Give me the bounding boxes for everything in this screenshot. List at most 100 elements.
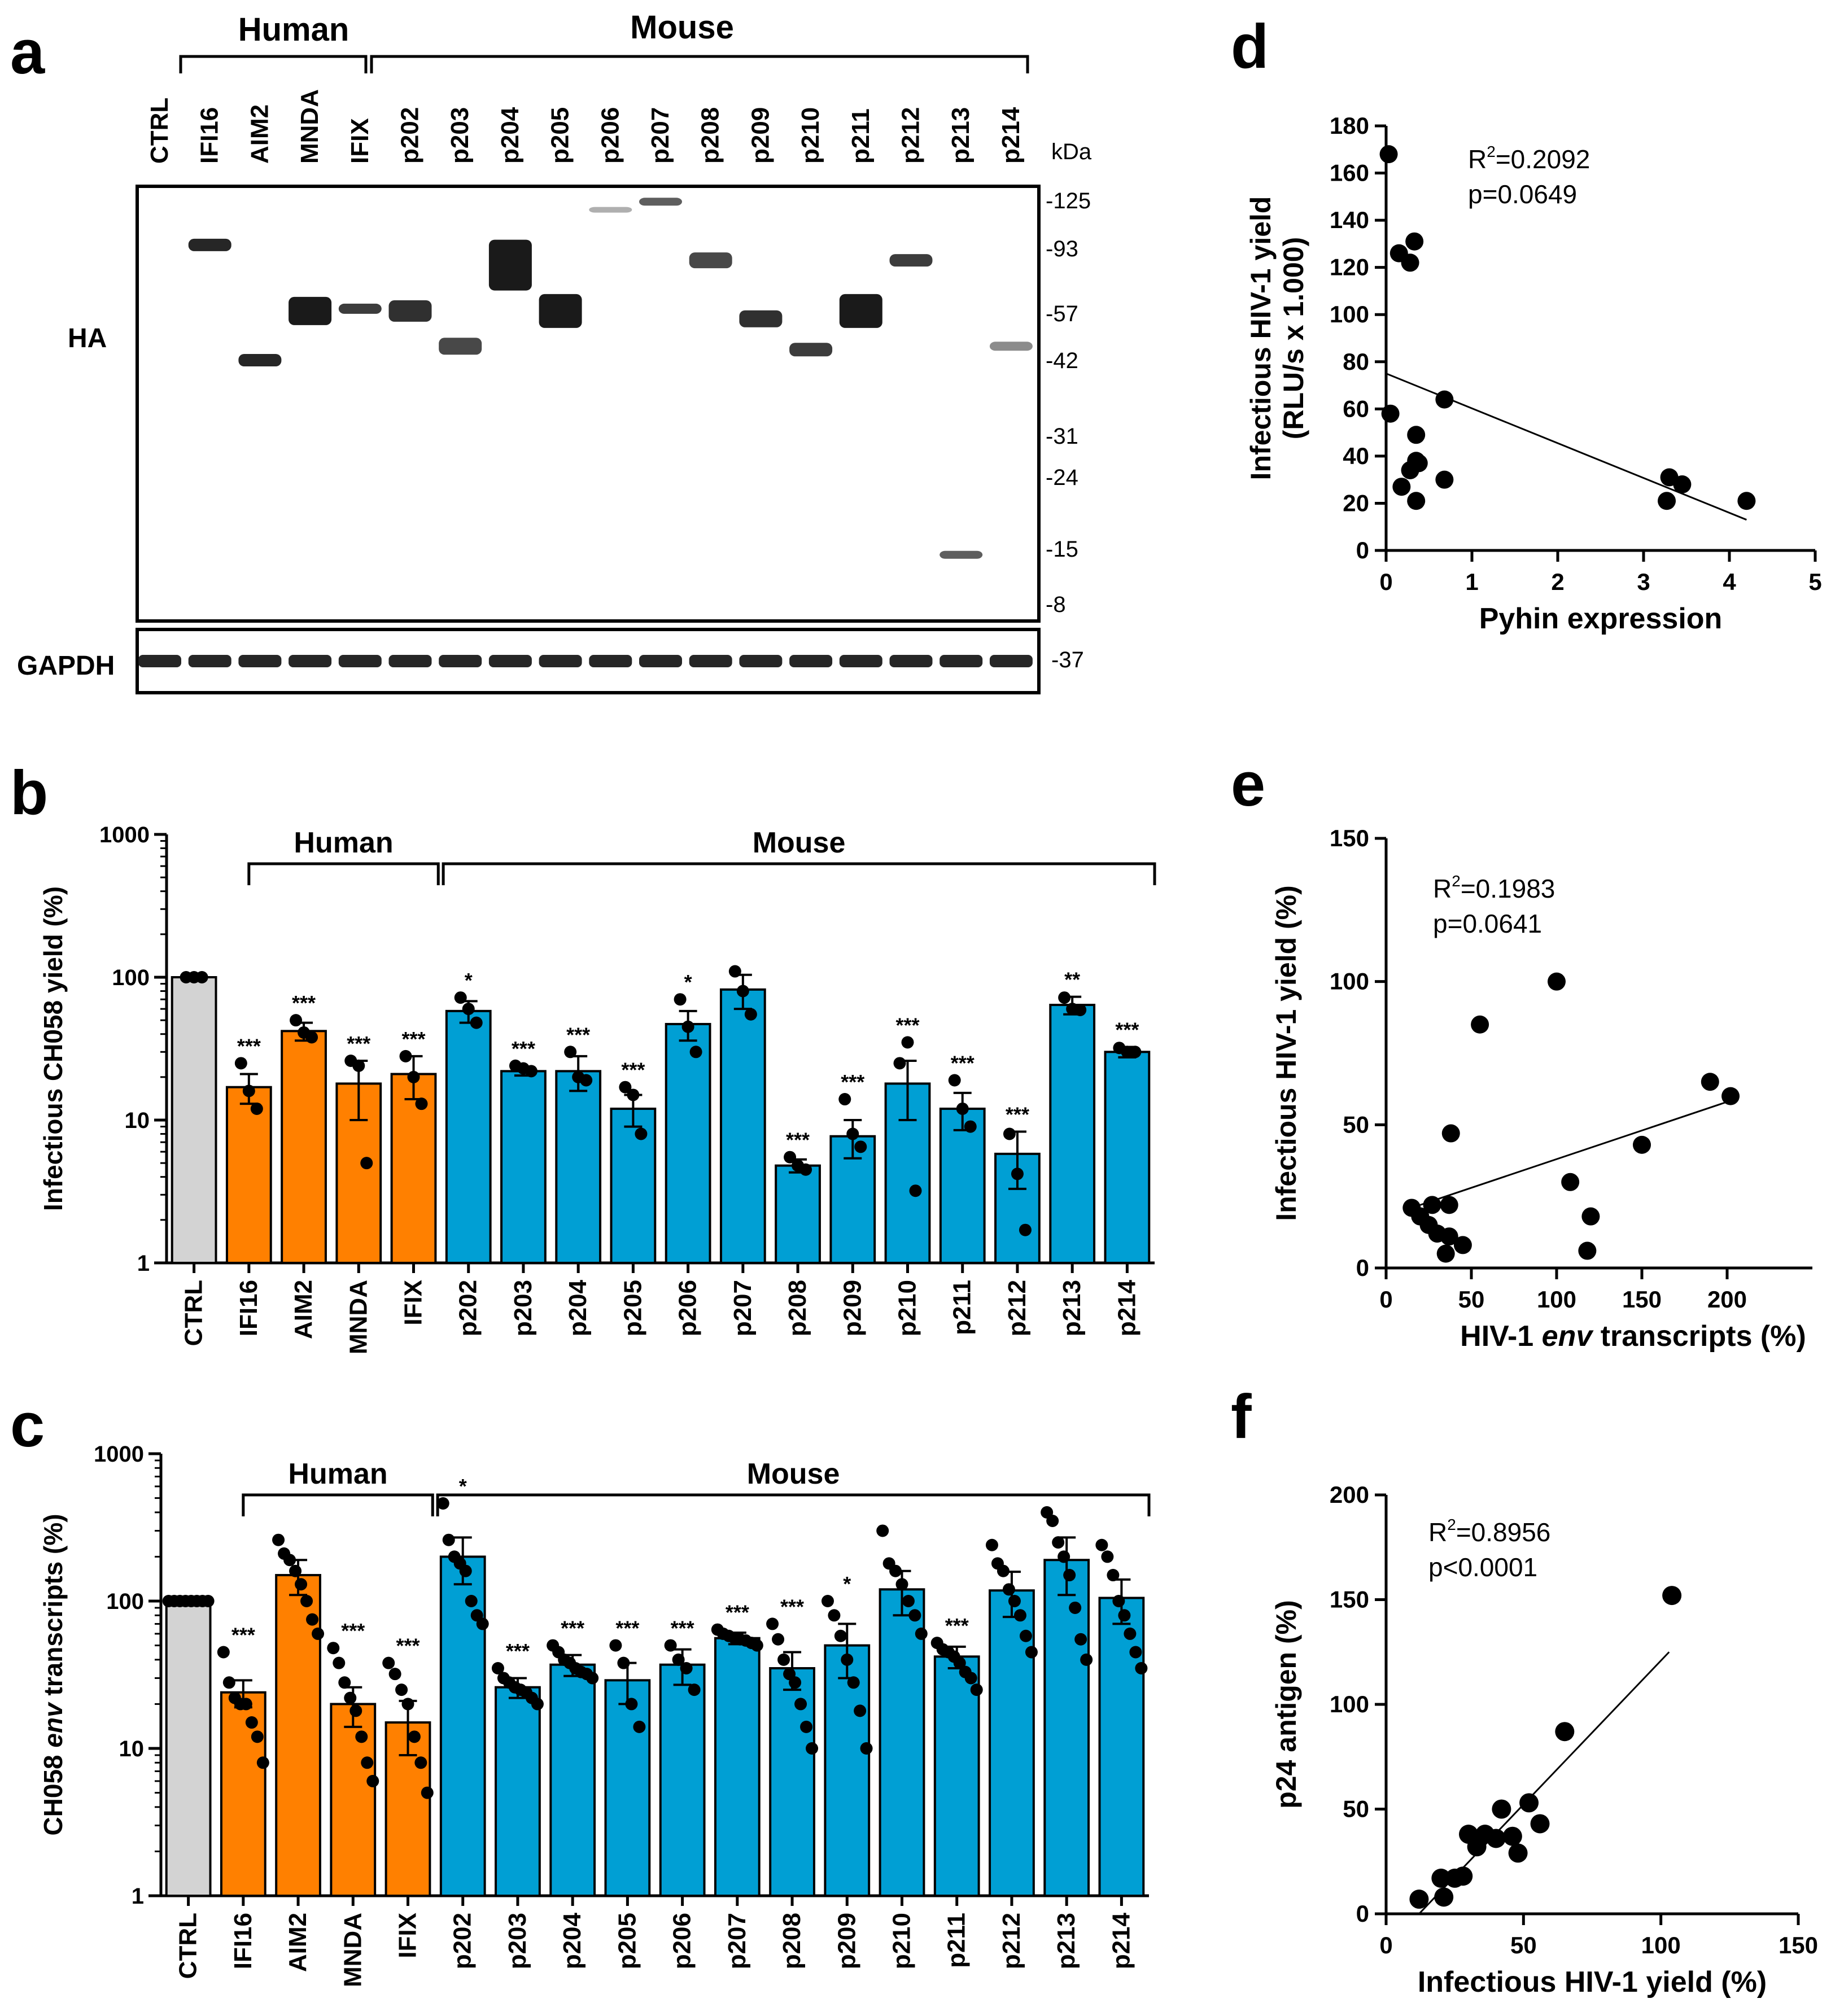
data-point: [1052, 1536, 1065, 1549]
blot-band-main: [639, 198, 682, 206]
scatter-point: [1440, 1227, 1458, 1246]
data-point: [1046, 1514, 1059, 1527]
blot-band-gapdh: [989, 655, 1033, 667]
category-label: p212: [998, 1913, 1025, 1969]
significance-label: **: [1064, 968, 1080, 991]
significance-label: ***: [401, 1027, 425, 1051]
data-point: [860, 1742, 873, 1755]
category-label: p210: [888, 1913, 916, 1969]
data-point: [401, 1698, 414, 1711]
data-point: [1025, 1646, 1038, 1659]
data-point: [1107, 1569, 1120, 1582]
blot-band-gapdh: [940, 655, 983, 667]
significance-label: ***: [780, 1595, 804, 1618]
scatter-point: [1492, 1799, 1511, 1819]
blot-lane-label: IFIX: [346, 118, 374, 164]
blot-lane-label: p211: [847, 108, 875, 164]
panel-d-scatter: 0 20 40 60 80 100 120 140 160 180 0 1 2 3 4 5 Pyhin expr…: [1245, 112, 1822, 635]
data-point: [290, 1014, 303, 1027]
group-label: Mouse: [747, 1458, 840, 1490]
data-point: [1135, 1661, 1148, 1674]
blot-lane-label: p212: [897, 107, 925, 164]
blot-label-ha: HA: [68, 323, 107, 353]
significance-label: ***: [506, 1639, 530, 1663]
blot-band-main: [739, 310, 783, 327]
category-label: p208: [784, 1280, 811, 1336]
blot-band-main: [188, 238, 231, 251]
y-tick-label: 120: [1330, 254, 1369, 281]
r-squared-r: R: [1428, 1518, 1447, 1547]
panel-c-bar-chart: 1 10 100 1000 CH058 env transcripts (%) CTRL *…: [38, 1442, 1151, 1987]
category-label: IFI16: [229, 1913, 257, 1969]
data-point: [195, 971, 208, 983]
category-label: p204: [558, 1912, 586, 1969]
x-tick-label: 0: [1379, 568, 1392, 595]
data-point: [750, 1639, 763, 1652]
scatter-point: [1502, 1826, 1522, 1846]
x-tick-label: 100: [1537, 1286, 1576, 1313]
bar: [281, 1030, 327, 1264]
p-value-label: p<0.0001: [1428, 1553, 1537, 1582]
category-label: p202: [455, 1280, 482, 1336]
data-point: [997, 1564, 1010, 1577]
data-point: [327, 1642, 340, 1655]
data-point: [1058, 1550, 1070, 1563]
data-point: [202, 1595, 215, 1607]
data-point: [688, 1683, 701, 1696]
blot-lane-label: p203: [446, 107, 474, 164]
blot-band-gapdh: [889, 655, 933, 667]
blot-band-main: [488, 239, 532, 291]
y-tick-label: 200: [1330, 1481, 1369, 1508]
significance-label: *: [684, 970, 692, 994]
data-point: [964, 1120, 977, 1133]
category-label: p207: [729, 1280, 757, 1336]
y-tick-label: 100: [112, 965, 150, 990]
category-label: p209: [838, 1280, 866, 1336]
r-squared-sup: 2: [1487, 143, 1496, 160]
blot-band-gapdh: [388, 655, 432, 667]
category-label: p206: [674, 1280, 702, 1336]
bar: [171, 976, 217, 1264]
y-tick-label: 100: [1330, 301, 1369, 327]
y-axis-label-part: transcripts (%): [38, 1514, 68, 1703]
scatter-point: [1561, 1173, 1580, 1191]
x-tick-label: 50: [1510, 1932, 1537, 1958]
blot-band-gapdh: [539, 655, 582, 667]
data-point: [799, 1163, 812, 1176]
scatter-point: [1519, 1793, 1539, 1813]
bar: [1043, 1559, 1090, 1897]
data-point: [470, 1016, 483, 1029]
scatter-point: [1581, 1207, 1600, 1226]
scatter-point: [1431, 1868, 1451, 1888]
x-tick-label: 100: [1641, 1932, 1681, 1958]
bar: [549, 1663, 596, 1897]
x-axis-label-part: transcripts (%): [1592, 1320, 1806, 1353]
panel-e-scatter: 0 50 100 150 0 50 100 150 200 HIV-1 env transcrip…: [1270, 825, 1812, 1353]
y-tick-label: 160: [1330, 160, 1369, 186]
bar: [719, 988, 766, 1264]
x-tick-label: 1: [1465, 568, 1478, 595]
blot-lane-label: p209: [746, 107, 774, 164]
x-tick-label: 2: [1551, 568, 1564, 595]
data-point: [970, 1683, 983, 1696]
scatter-point: [1441, 1124, 1460, 1143]
data-point: [821, 1595, 834, 1607]
data-point: [295, 1578, 308, 1591]
data-point: [627, 1088, 640, 1101]
blot-band-main: [439, 338, 482, 355]
data-point: [664, 1639, 677, 1652]
bar: [1104, 1051, 1151, 1264]
data-point: [953, 1656, 966, 1669]
scatter-point: [1409, 454, 1428, 473]
data-point: [305, 1031, 318, 1044]
blot-band-main: [338, 303, 382, 314]
scatter-point: [1453, 1236, 1472, 1254]
data-point: [399, 1049, 412, 1062]
blot-lane-label: AIM2: [246, 104, 273, 164]
scatter-point: [1530, 1814, 1550, 1834]
blot-band-main: [388, 300, 432, 322]
data-point: [680, 1661, 693, 1674]
data-point: [344, 1691, 357, 1704]
group-bracket: [247, 862, 440, 885]
category-label: MNDA: [339, 1913, 366, 1987]
